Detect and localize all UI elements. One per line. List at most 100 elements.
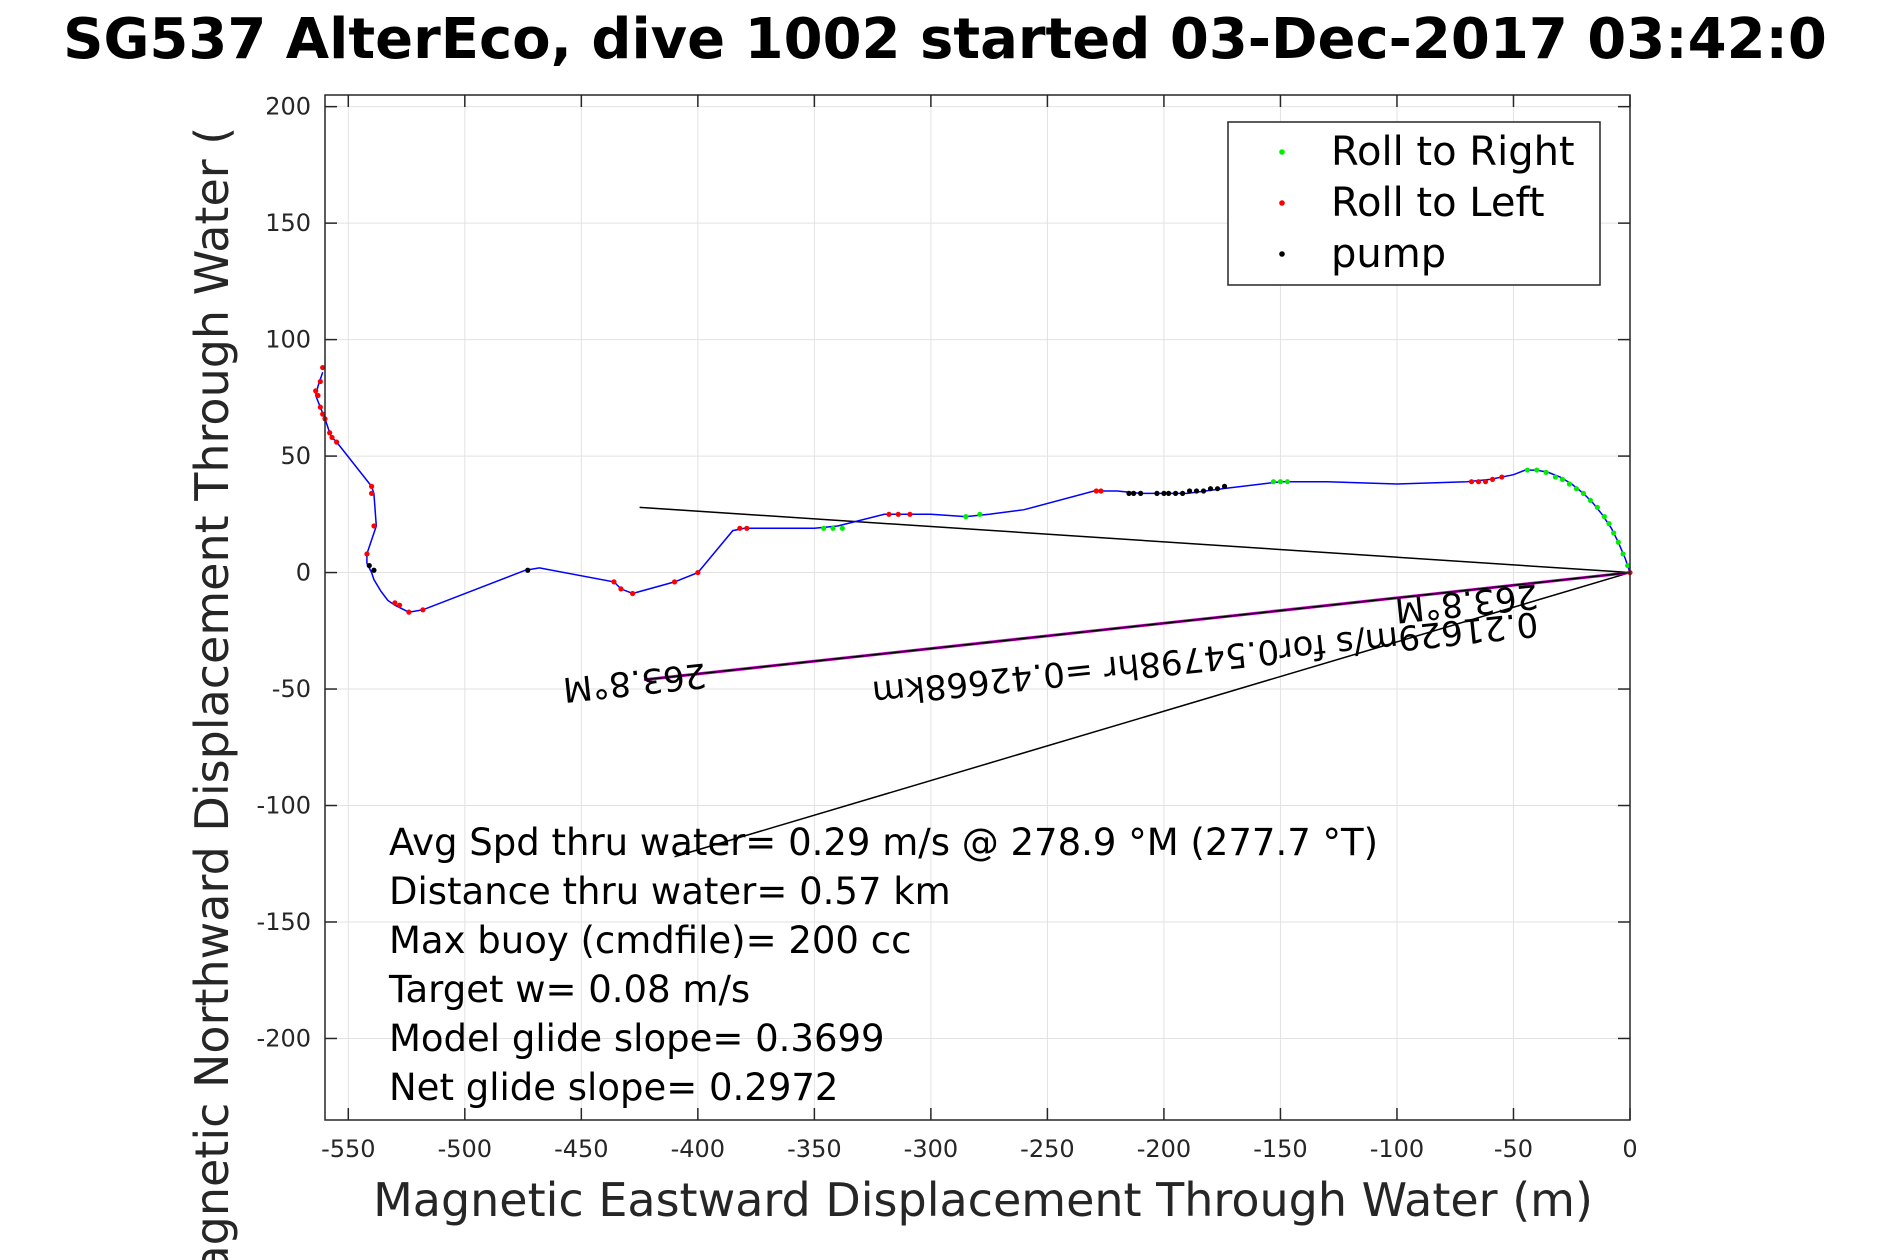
roll-to-left-point	[392, 600, 398, 606]
roll-to-right-point	[1534, 467, 1540, 473]
roll-to-right-point	[1625, 562, 1631, 569]
stats-line: Distance thru water= 0.57 km	[389, 870, 951, 913]
roll-to-left-point	[420, 607, 426, 613]
pump-point	[1172, 490, 1179, 496]
roll-to-left-point	[886, 511, 892, 517]
roll-to-right-point	[1620, 551, 1626, 557]
stats-line: Avg Spd thru water= 0.29 m/s @ 278.9 °M …	[389, 821, 1378, 864]
roll-to-left-point	[630, 590, 636, 597]
x-tick-label: 0	[1622, 1135, 1637, 1163]
roll-to-right-point	[1277, 479, 1284, 485]
roll-to-right-point	[839, 525, 845, 531]
reference-lines	[639, 506, 1631, 858]
x-tick-label: -100	[1370, 1135, 1424, 1163]
roll-to-left-point	[618, 586, 624, 592]
roll-to-left-point	[1098, 488, 1104, 494]
roll-to-right-point	[1606, 521, 1612, 527]
roll-to-left-point	[1489, 476, 1496, 482]
pump-point	[1221, 483, 1228, 489]
roll-to-left-point	[406, 609, 412, 615]
legend-label: Roll to Left	[1331, 180, 1545, 226]
roll-to-left-point	[895, 511, 901, 517]
roll-to-left-point	[611, 579, 617, 585]
roll-to-left-point	[364, 551, 370, 557]
data-points	[313, 364, 1633, 615]
roll-to-left-point	[329, 434, 335, 441]
pump-point	[1179, 490, 1186, 496]
roll-to-left-point	[313, 388, 319, 394]
axis-ticks: -550 -500 -450 -400 -350 -300 -250 -200 -150 -100…	[257, 93, 1638, 1163]
pump-point	[1186, 488, 1193, 494]
roll-to-right-point	[1573, 486, 1580, 492]
roll-to-right-point	[1601, 514, 1607, 520]
y-axis-label: Magnetic Northward Displacement Through …	[185, 127, 239, 1260]
legend-label: pump	[1331, 231, 1446, 277]
roll-to-left-point	[334, 439, 340, 445]
legend-label: Roll to Right	[1331, 129, 1575, 175]
roll-to-right-point	[977, 511, 983, 517]
y-tick-label: 100	[265, 326, 311, 354]
x-tick-label: -500	[438, 1135, 492, 1163]
stats-line: Max buoy (cmdfile)= 200 cc	[389, 919, 911, 962]
roll-to-left-point	[317, 378, 323, 385]
x-tick-label: -350	[787, 1135, 841, 1163]
roll-to-left-point	[1475, 479, 1482, 485]
roll-to-left-point	[907, 511, 913, 517]
plot-frame	[324, 94, 1631, 1121]
legend: Roll to Right Roll to Left pump	[1227, 121, 1601, 286]
pump-point	[525, 567, 531, 573]
roll-to-right-point	[1611, 530, 1617, 536]
legend-box	[1227, 121, 1601, 286]
pump-point	[1193, 488, 1200, 494]
y-tick-label: 0	[296, 559, 311, 587]
roll-to-left-point	[1482, 479, 1489, 485]
stats-line: Model glide slope= 0.3699	[389, 1017, 885, 1060]
x-tick-label: -550	[321, 1135, 375, 1163]
y-tick-label: 200	[265, 93, 311, 121]
roll-to-right-point	[1284, 479, 1291, 485]
roll-to-right-point	[821, 525, 827, 531]
pump-point	[1154, 490, 1160, 496]
x-tick-label: -250	[1020, 1135, 1074, 1163]
pump-point	[371, 567, 377, 573]
roll-to-right-point	[1524, 467, 1531, 473]
x-tick-label: -150	[1253, 1135, 1307, 1163]
roll-to-left-point	[320, 364, 326, 371]
roll-to-left-point	[369, 490, 375, 496]
legend-marker	[1279, 149, 1285, 155]
roll-to-right-point	[1587, 497, 1593, 503]
reference-line	[674, 571, 1631, 858]
roll-to-left-point	[369, 483, 375, 489]
reference-line	[644, 571, 1631, 681]
roll-to-left-point	[320, 411, 326, 417]
roll-to-right-point	[1615, 539, 1621, 545]
pump-point	[1126, 490, 1132, 496]
x-tick-label: -450	[554, 1135, 608, 1163]
roll-to-right-point	[1543, 469, 1549, 475]
roll-to-right-point	[1270, 479, 1277, 485]
stats-text: Avg Spd thru water= 0.29 m/s @ 278.9 °M …	[388, 821, 1378, 1109]
x-tick-label: -50	[1494, 1135, 1533, 1163]
roll-to-left-point	[695, 569, 701, 576]
roll-to-right-point	[830, 525, 836, 531]
y-tick-label: -200	[257, 1024, 311, 1052]
y-tick-label: -100	[257, 792, 311, 820]
x-tick-label: -200	[1137, 1135, 1191, 1163]
pump-point	[1138, 490, 1144, 496]
roll-to-left-point	[317, 404, 323, 410]
y-tick-label: 150	[265, 209, 311, 237]
roll-to-left-point	[315, 392, 321, 399]
legend-marker	[1279, 200, 1285, 206]
stats-line: Target w= 0.08 m/s	[388, 968, 750, 1011]
pump-point	[1131, 490, 1137, 496]
y-tick-label: 50	[280, 442, 311, 470]
stats-line: Net glide slope= 0.2972	[389, 1066, 838, 1109]
x-tick-label: -300	[904, 1135, 958, 1163]
roll-to-left-point	[671, 579, 678, 585]
chart-title: SG537 AlterEco, dive 1002 started 03-Dec…	[63, 7, 1827, 72]
roll-to-right-point	[1594, 504, 1600, 510]
roll-to-right-point	[1559, 476, 1566, 482]
roll-to-left-point	[737, 525, 743, 531]
x-axis-label: Magnetic Eastward Displacement Through W…	[373, 1173, 1593, 1227]
